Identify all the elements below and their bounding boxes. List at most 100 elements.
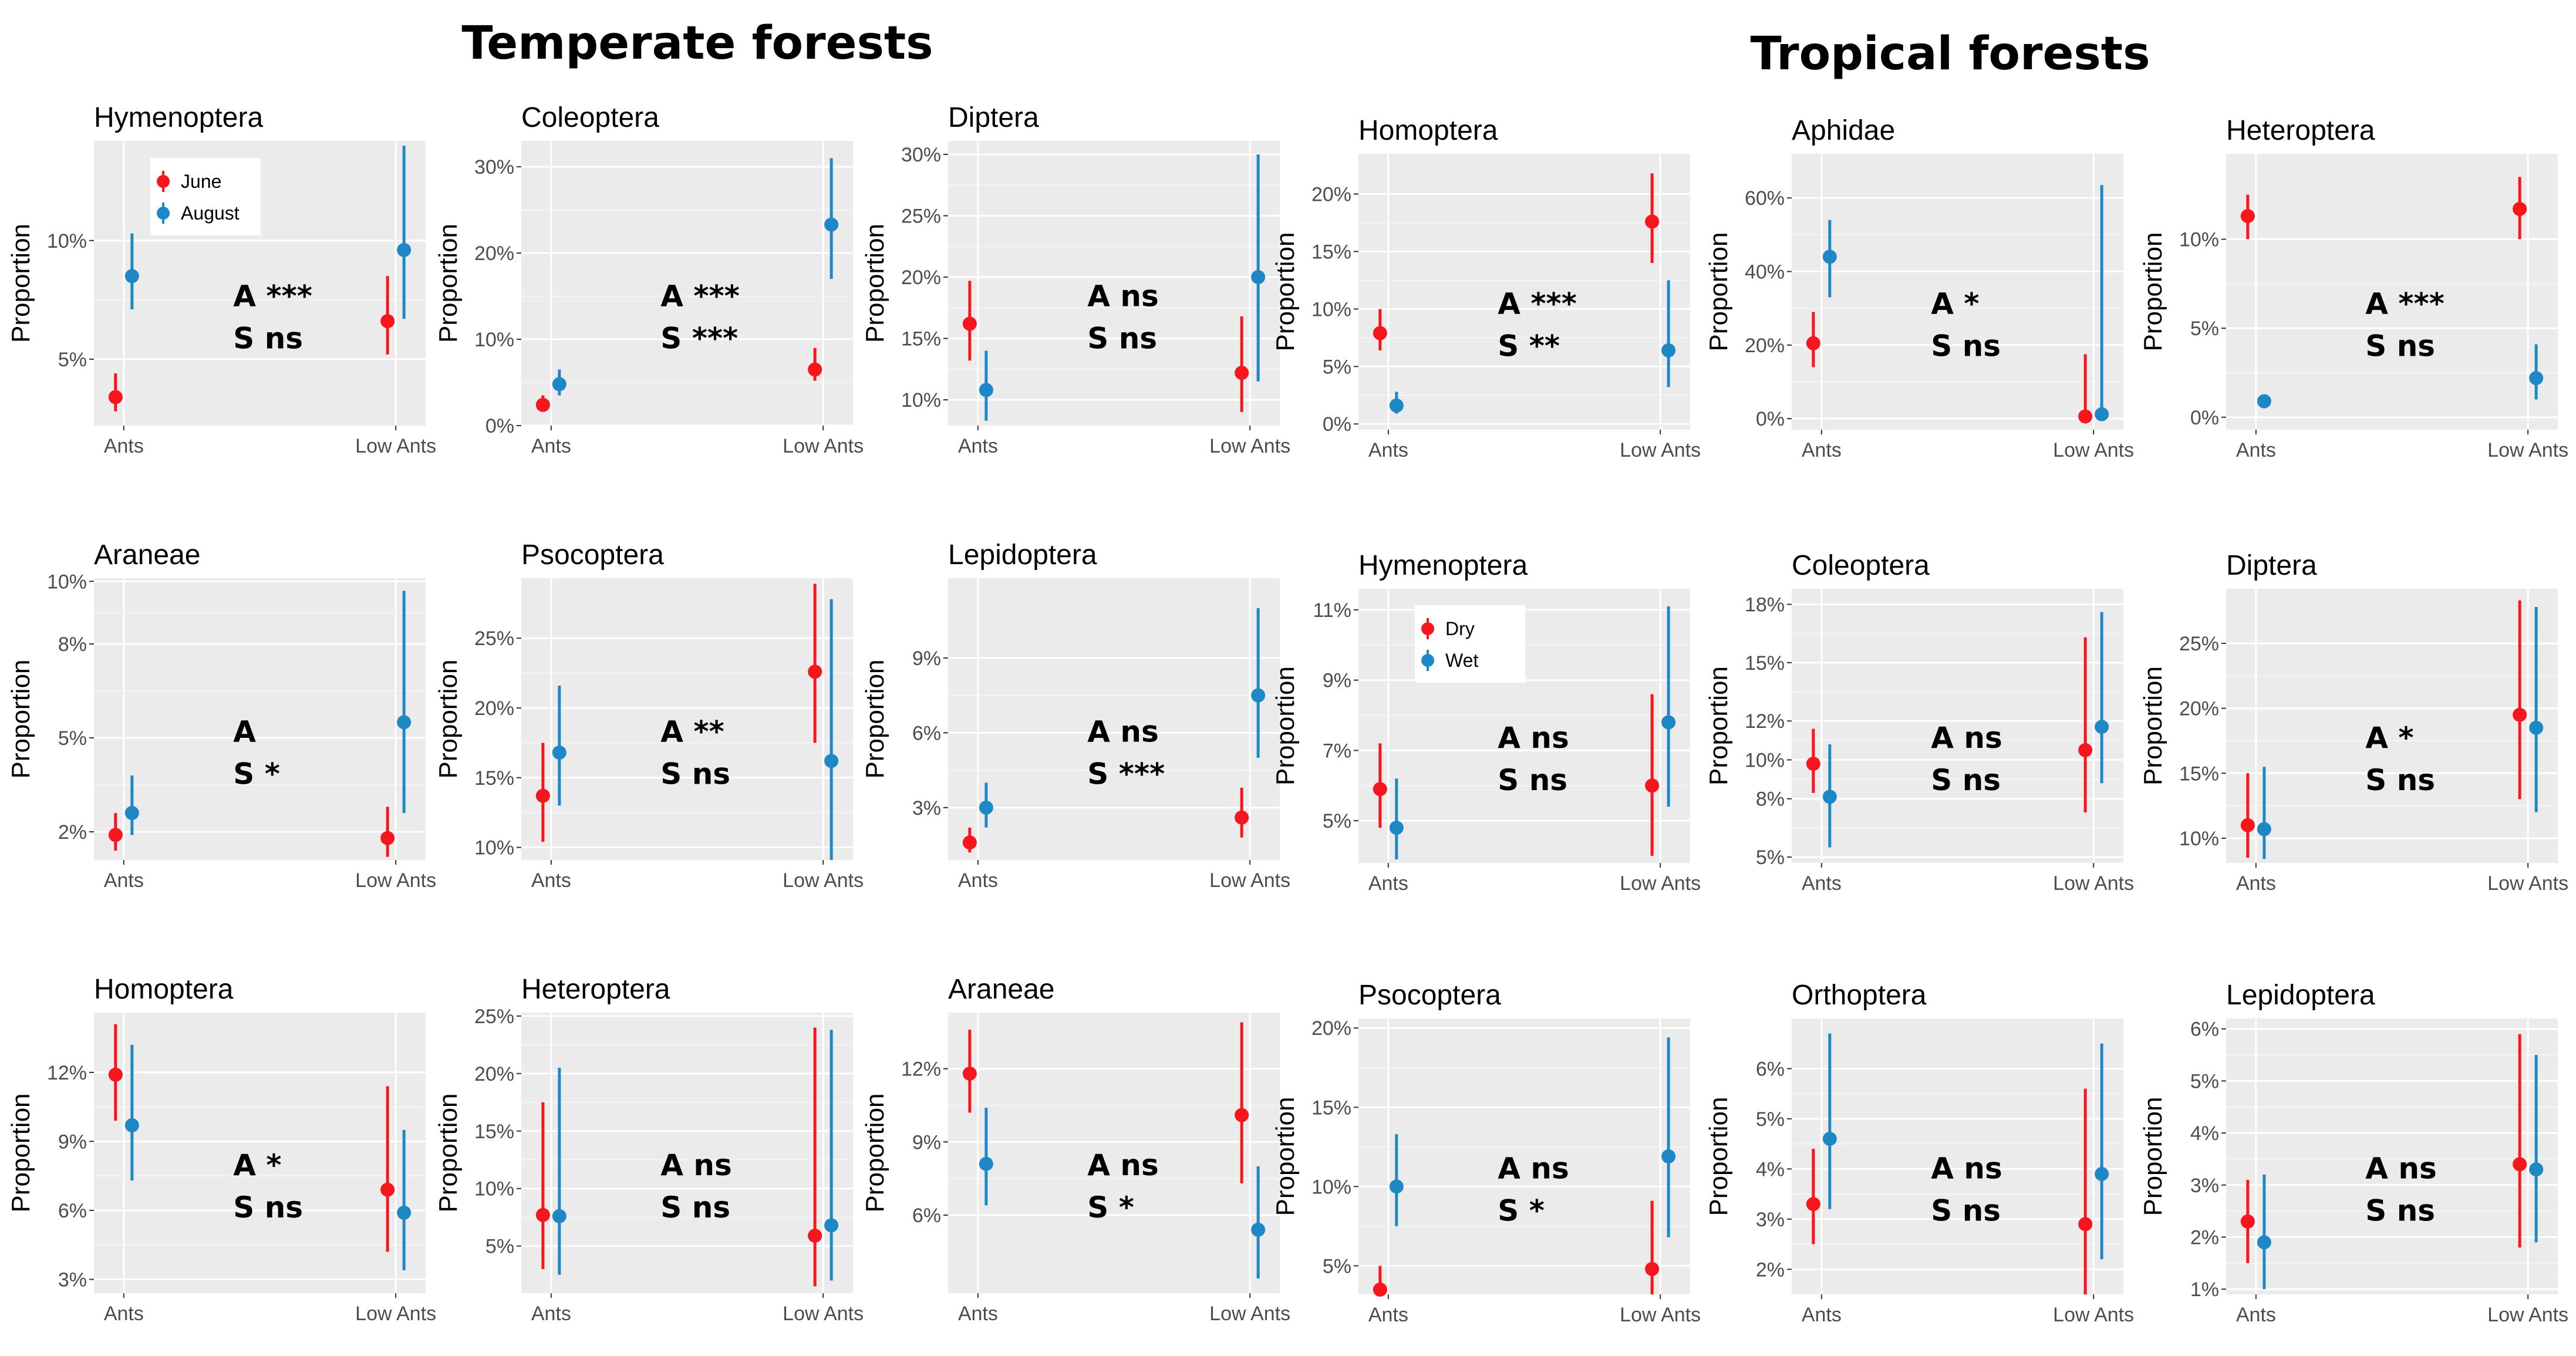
x-tick-label: Low Ants (783, 1303, 864, 1325)
y-axis-label: Proportion (434, 1093, 463, 1212)
y-tick-label: 0% (1756, 408, 1785, 430)
section-title-tropical: Tropical forests (1750, 28, 2150, 80)
stat-annotation: A ns (1087, 1148, 1158, 1182)
panel-background (521, 578, 853, 860)
stat-annotation: A * (2365, 721, 2413, 755)
stat-annotation: A ns (1087, 279, 1158, 313)
data-point (1645, 778, 1660, 793)
y-tick-label: 0% (2190, 407, 2219, 429)
x-tick-label: Ants (958, 869, 998, 892)
data-point (1235, 366, 1249, 380)
y-tick-label: 18% (1745, 593, 1785, 616)
y-tick-label: 0% (485, 415, 514, 437)
stat-annotation: S ns (660, 757, 730, 791)
y-tick-label: 10% (474, 1178, 514, 1200)
stat-annotation: S * (233, 757, 280, 791)
data-point (979, 1156, 993, 1171)
y-tick-label: 15% (474, 1121, 514, 1143)
chart-panel-12: 10% 15% 20% 25% Ants Low Ants Diptera Proportio… (2139, 550, 2568, 895)
chart-panel-5: 0% 20% 40% 60% Ants Low Ants Aphidae Proportion… (1704, 115, 2134, 461)
data-point (2240, 1214, 2255, 1229)
y-tick-label: 10% (474, 837, 514, 859)
data-point (1373, 326, 1387, 340)
chart-panel-13: 3% 6% 9% 12% Ants Low Ants Homoptera Proportion… (6, 974, 436, 1325)
chart-panel-11: 5% 8% 10% 12% 15% 18% Ants Low Ants Coleoptera Pr… (1704, 550, 2134, 895)
y-tick-label: 3% (2190, 1175, 2219, 1197)
stat-annotation: S ns (1931, 763, 2001, 797)
y-axis-label: Proportion (434, 224, 463, 343)
y-tick-label: 6% (1756, 1058, 1785, 1080)
y-tick-label: 5% (2190, 318, 2219, 340)
y-tick-label: 25% (474, 628, 514, 650)
panel-title: Homoptera (94, 974, 234, 1005)
data-point (1822, 790, 1837, 804)
x-tick-label: Ants (1368, 1304, 1408, 1326)
y-tick-label: 20% (474, 1063, 514, 1085)
y-axis-label: Proportion (1271, 232, 1300, 351)
panel-background (94, 578, 426, 860)
stat-annotation: S ns (1087, 321, 1157, 355)
panel-background (2226, 1018, 2558, 1294)
y-tick-label: 4% (1756, 1158, 1785, 1180)
x-tick-label: Ants (531, 435, 571, 457)
panel-title: Psocoptera (1358, 980, 1501, 1011)
stat-annotation: A ns (2365, 1152, 2436, 1186)
y-tick-label: 9% (1323, 670, 1351, 692)
x-tick-label: Low Ants (1209, 1303, 1290, 1325)
y-tick-label: 6% (2190, 1018, 2219, 1041)
data-point (2529, 371, 2544, 386)
panel-title: Lepidoptera (2226, 980, 2375, 1011)
data-point (124, 1118, 139, 1132)
x-tick-label: Ants (531, 869, 571, 892)
y-tick-label: 5% (1323, 356, 1351, 378)
y-tick-label: 1% (2190, 1279, 2219, 1301)
y-tick-label: 3% (58, 1269, 87, 1291)
x-tick-label: Low Ants (1209, 869, 1290, 892)
y-tick-label: 5% (1323, 810, 1351, 832)
chart-panel-18: 1% 2% 3% 4% 5% 6% Ants Low Ants Lepidoptera Propo… (2139, 980, 2568, 1326)
stat-annotation: S ns (1498, 763, 1567, 797)
stat-annotation: S ns (660, 1190, 730, 1225)
y-tick-label: 6% (58, 1200, 87, 1222)
y-tick-label: 12% (901, 1058, 941, 1081)
stat-annotation: S *** (1087, 757, 1165, 791)
chart-panel-9: 3% 6% 9% Ants Low Ants Lepidoptera Proportion A… (861, 539, 1290, 892)
stat-annotation: S * (1087, 1190, 1134, 1225)
y-tick-label: 5% (58, 727, 87, 750)
x-tick-label: Ants (104, 869, 144, 892)
panel-title: Diptera (2226, 550, 2317, 581)
data-point (962, 835, 977, 850)
x-tick-label: Low Ants (783, 435, 864, 457)
y-tick-label: 2% (1756, 1259, 1785, 1281)
data-point (380, 314, 395, 329)
x-tick-label: Low Ants (1209, 435, 1290, 457)
data-point (1235, 1108, 1249, 1122)
data-point (2529, 1162, 2544, 1177)
data-point (962, 1066, 977, 1081)
stat-annotation: A ns (1498, 1152, 1569, 1186)
stat-annotation: A * (1931, 287, 1979, 321)
y-tick-label: 20% (901, 267, 941, 289)
data-point (124, 806, 139, 820)
y-axis-label: Proportion (861, 659, 889, 778)
y-tick-label: 60% (1745, 187, 1785, 210)
data-point (2257, 822, 2271, 836)
x-tick-label: Ants (1802, 1304, 1842, 1326)
y-tick-label: 8% (1756, 788, 1785, 811)
panel-title: Coleoptera (1792, 550, 1930, 581)
data-point (824, 217, 839, 232)
x-tick-label: Ants (1368, 439, 1408, 461)
x-tick-label: Low Ants (2053, 439, 2134, 461)
legend-key-point (157, 175, 170, 188)
data-point (1645, 214, 1660, 229)
data-point (2529, 720, 2544, 735)
y-tick-label: 4% (2190, 1122, 2219, 1145)
y-tick-label: 5% (485, 1236, 514, 1258)
y-tick-label: 25% (2179, 633, 2219, 655)
legend-label: June (181, 171, 221, 192)
chart-panel-16: 5% 10% 15% 20% Ants Low Ants Psocoptera Proport… (1271, 980, 1701, 1326)
panel-background (948, 141, 1280, 426)
data-point (380, 831, 395, 845)
y-tick-label: 15% (1745, 652, 1785, 674)
chart-panel-6: 0% 5% 10% Ants Low Ants Heteroptera Proportion… (2139, 115, 2568, 461)
